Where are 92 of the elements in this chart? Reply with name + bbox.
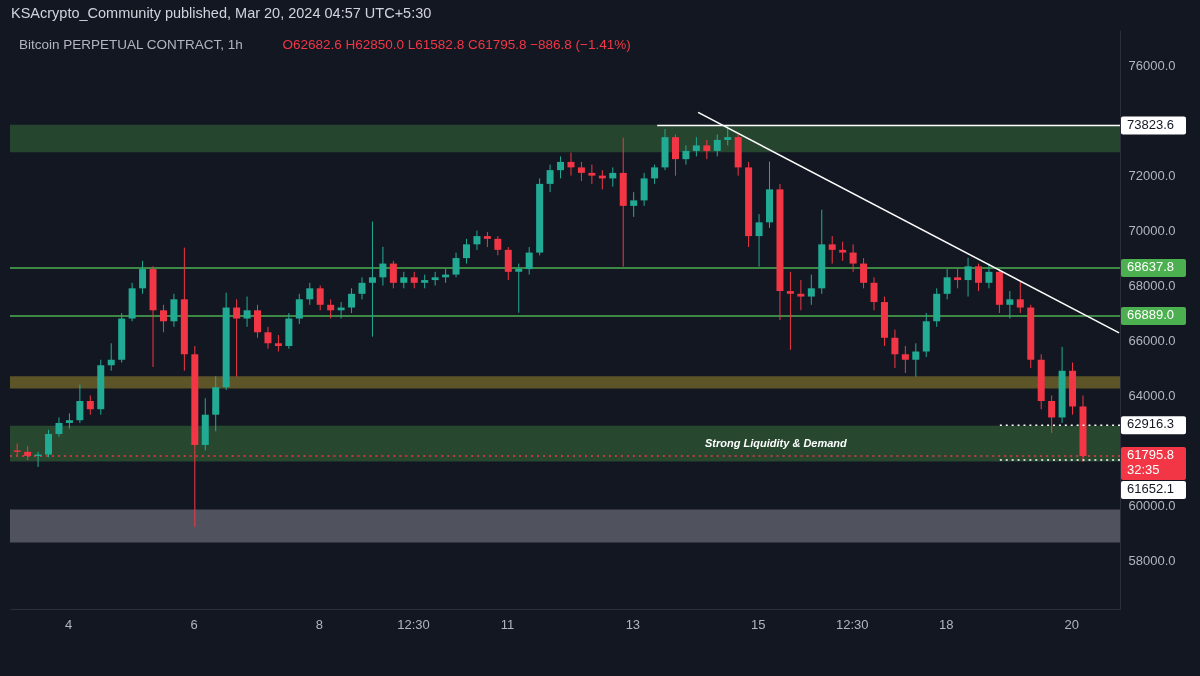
candlestick bbox=[912, 342, 920, 378]
candlestick bbox=[891, 329, 899, 369]
candlestick bbox=[1016, 281, 1024, 314]
candlestick bbox=[692, 136, 700, 157]
data-label: 62916.3 bbox=[1127, 416, 1174, 432]
candlestick bbox=[609, 166, 617, 188]
candlestick bbox=[828, 235, 836, 265]
x-tick-label: 6 bbox=[190, 616, 198, 632]
x-tick-label: 11 bbox=[500, 616, 515, 632]
y-tick-label: 68000.0 bbox=[1128, 278, 1176, 294]
y-tick-label: 60000.0 bbox=[1128, 497, 1176, 513]
data-label: 61652.1 bbox=[1127, 481, 1174, 497]
candlestick bbox=[525, 246, 533, 276]
candlestick bbox=[473, 230, 481, 251]
candlestick bbox=[389, 260, 397, 289]
x-tick-label: 12:30 bbox=[397, 616, 430, 632]
candlestick bbox=[504, 246, 512, 281]
candlestick bbox=[546, 164, 554, 193]
candlestick bbox=[107, 342, 115, 372]
candlestick bbox=[348, 287, 356, 314]
candlestick bbox=[724, 125, 732, 146]
ref-line-label: 66889.0 bbox=[1127, 307, 1174, 323]
candlestick bbox=[170, 293, 178, 328]
candlestick bbox=[76, 383, 84, 424]
candlestick bbox=[651, 164, 659, 185]
ref-line-label: 61795.8 32:35 bbox=[1127, 447, 1174, 478]
candlestick bbox=[964, 257, 972, 298]
candlestick bbox=[233, 298, 241, 378]
y-tick-label: 72000.0 bbox=[1128, 168, 1176, 184]
x-tick-label: 18 bbox=[939, 616, 954, 632]
candlestick bbox=[159, 304, 167, 333]
candlestick bbox=[577, 161, 585, 182]
candlestick bbox=[630, 191, 638, 218]
candlestick bbox=[860, 257, 868, 289]
y-tick-label: 58000.0 bbox=[1128, 552, 1176, 568]
candlestick bbox=[640, 172, 648, 207]
candlestick bbox=[975, 263, 982, 292]
candlestick bbox=[515, 263, 523, 314]
candlestick bbox=[55, 416, 63, 438]
candlestick bbox=[671, 133, 679, 177]
candlestick bbox=[264, 326, 272, 350]
x-tick-label: 15 bbox=[751, 616, 766, 632]
candlestick bbox=[797, 279, 805, 311]
candlestick bbox=[379, 246, 387, 287]
candlestick bbox=[943, 268, 951, 300]
candlestick bbox=[786, 271, 794, 351]
candlestick bbox=[807, 274, 815, 306]
candlestick bbox=[86, 394, 94, 416]
band-label: Strong Liquidity & Demand bbox=[705, 436, 848, 449]
y-tick-label: 70000.0 bbox=[1128, 223, 1176, 239]
candlestick bbox=[45, 429, 53, 458]
candlestick bbox=[870, 276, 878, 311]
candlestick bbox=[713, 133, 721, 157]
candlestick bbox=[954, 268, 962, 289]
candlestick bbox=[327, 298, 335, 320]
y-tick-label: 64000.0 bbox=[1128, 387, 1176, 403]
text: Bitcoin PERPETUAL CONTRACT, 1h bbox=[19, 37, 243, 52]
candlestick bbox=[368, 221, 376, 338]
x-tick-label: 12:30 bbox=[836, 616, 869, 632]
text: KSAcrypto_Community published, Mar 20, 2024 04:57 UTC+5:30 bbox=[11, 5, 432, 21]
data-label: 73823.6 bbox=[1127, 116, 1174, 132]
candlestick bbox=[1048, 394, 1056, 434]
candlestick bbox=[703, 139, 711, 160]
candlestick bbox=[316, 285, 324, 311]
candlestick bbox=[243, 296, 251, 328]
candlestick bbox=[557, 155, 565, 179]
annotation: O62682.6 H62850.0 L61582.8 C61795.8 −886.8 (−1.41%) bbox=[282, 37, 631, 52]
candlestick bbox=[985, 263, 993, 289]
x-tick-label: 4 bbox=[65, 616, 73, 632]
candlestick bbox=[1006, 290, 1014, 320]
candlestick bbox=[254, 304, 262, 339]
candlestick bbox=[431, 271, 439, 287]
candlestick bbox=[588, 164, 596, 185]
x-tick-label: 8 bbox=[315, 616, 324, 632]
y-tick-label: 76000.0 bbox=[1128, 58, 1176, 74]
ref-line-label: 68637.8 bbox=[1127, 259, 1174, 275]
x-tick-label: 20 bbox=[1064, 616, 1079, 632]
x-tick-label: 13 bbox=[625, 616, 641, 632]
candlestick bbox=[901, 345, 909, 374]
candlestick bbox=[306, 282, 314, 306]
candlestick bbox=[682, 144, 690, 166]
candlestick bbox=[755, 213, 763, 268]
candlestick bbox=[567, 152, 575, 177]
candlestick bbox=[295, 293, 303, 325]
candlestick bbox=[139, 260, 147, 295]
candlestick bbox=[494, 235, 502, 256]
candlestick bbox=[849, 243, 857, 273]
candlestick bbox=[358, 276, 366, 300]
candlestick bbox=[463, 238, 470, 265]
candlestick bbox=[452, 252, 460, 278]
y-tick-label: 66000.0 bbox=[1128, 333, 1176, 349]
candlestick bbox=[839, 241, 847, 262]
